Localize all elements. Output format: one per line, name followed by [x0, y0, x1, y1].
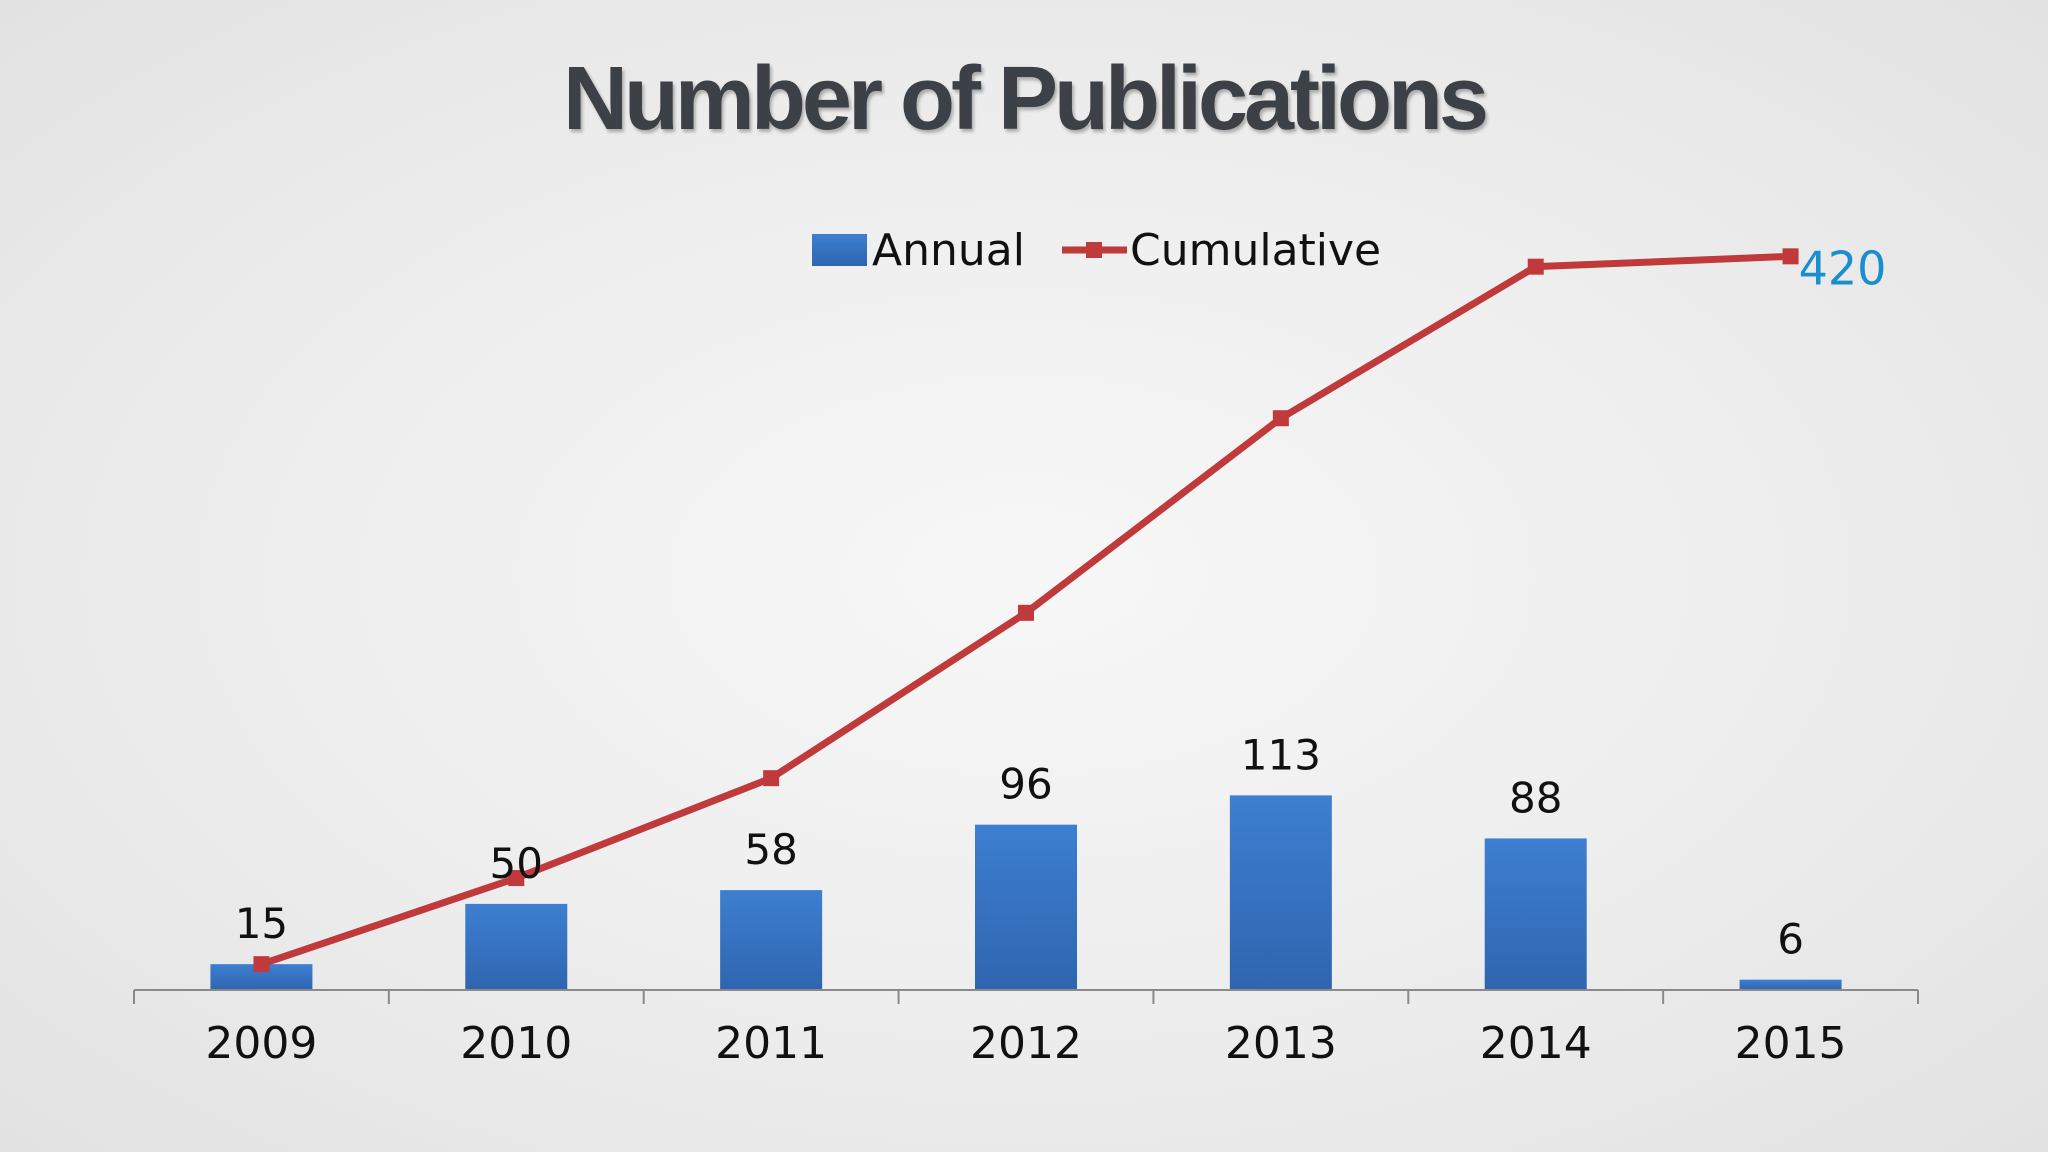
bar-2012 [975, 824, 1077, 990]
bar-label-2010: 50 [490, 839, 543, 888]
cumulative-marker-2014 [1527, 258, 1544, 275]
legend: Annual Cumulative [812, 225, 1381, 276]
bar-2015 [1739, 979, 1842, 990]
x-tick-label-2012: 2012 [970, 1018, 1082, 1069]
cumulative-marker-2012 [1018, 604, 1034, 621]
x-axis: 2009 2010 2011 2012 2013 2014 2015 [133, 989, 1919, 1069]
cumulative-line-series: 420 [253, 241, 1887, 973]
bar-2014 [1484, 838, 1587, 990]
legend-swatch-cumulative-marker [1086, 242, 1102, 258]
cumulative-marker-2010 [508, 870, 525, 887]
cumulative-marker-2009 [253, 956, 270, 973]
cumulative-label-2015: 420 [1799, 241, 1887, 295]
cumulative-marker-2015 [1782, 248, 1799, 265]
x-tick-label-2014: 2014 [1480, 1018, 1592, 1069]
x-tick-label-2013: 2013 [1225, 1018, 1337, 1069]
bar-label-2015: 6 [1777, 915, 1804, 964]
bar-2013 [1229, 795, 1332, 990]
bar-2011 [720, 890, 823, 990]
legend-label-cumulative: Cumulative [1130, 225, 1381, 276]
bar-2010 [465, 903, 568, 990]
x-tick-label-2015: 2015 [1735, 1018, 1847, 1069]
bar-label-2009: 15 [235, 899, 288, 948]
x-tick-label-2010: 2010 [460, 1018, 572, 1069]
bar-label-2011: 58 [744, 825, 797, 874]
chart-title: Number of Publications [562, 49, 1489, 149]
annual-bars [210, 795, 1842, 990]
x-tick-label-2011: 2011 [715, 1018, 827, 1069]
bar-label-2014: 88 [1509, 773, 1562, 822]
bar-label-2012: 96 [999, 760, 1052, 809]
legend-swatch-annual [812, 234, 867, 266]
cumulative-marker-2013 [1272, 410, 1289, 427]
bar-label-2013: 113 [1241, 730, 1321, 779]
x-tick-label-2009: 2009 [205, 1018, 317, 1069]
bar-data-labels: 15 50 58 96 113 88 6 [235, 730, 1804, 963]
cumulative-marker-2011 [763, 770, 780, 787]
legend-label-annual: Annual [872, 225, 1025, 276]
